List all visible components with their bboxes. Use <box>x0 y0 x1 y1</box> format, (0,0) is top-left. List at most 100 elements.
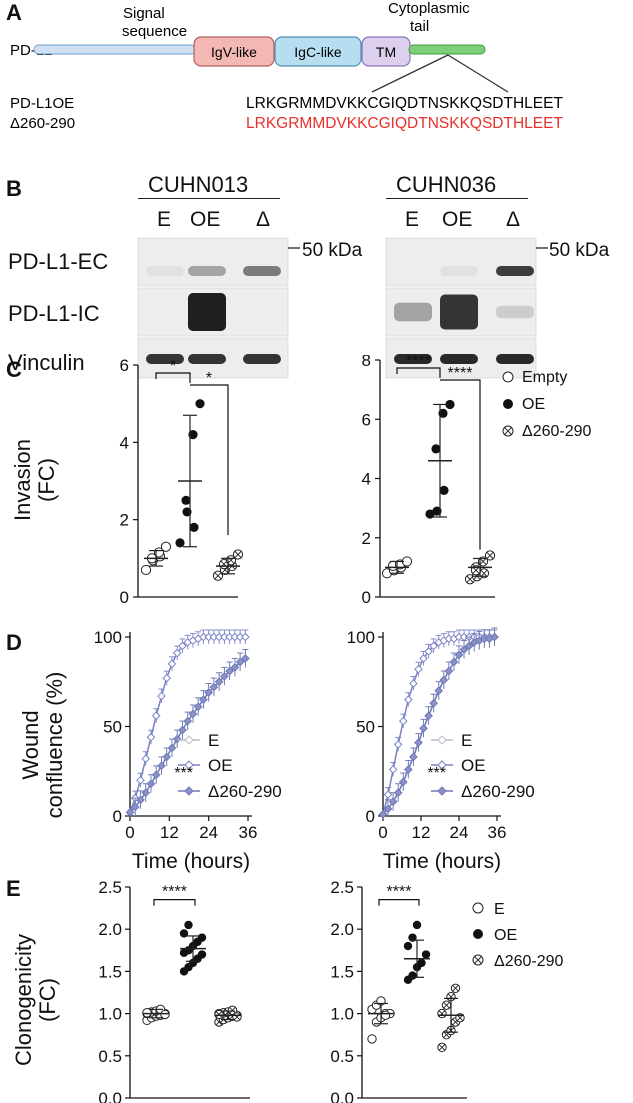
series-marker <box>162 673 172 683</box>
sig-label: **** <box>406 355 431 370</box>
series-marker <box>199 695 208 704</box>
series-marker <box>241 632 250 642</box>
x-tick-label: 12 <box>160 823 179 842</box>
series-marker <box>193 702 203 712</box>
data-point-open <box>472 902 484 914</box>
series-marker <box>424 647 433 656</box>
cytoplasmic-label-2: tail <box>410 18 429 35</box>
blot-band <box>440 266 478 276</box>
series-marker <box>157 761 166 771</box>
signal-sequence-label-1: Signal <box>123 5 165 22</box>
series-marker <box>414 664 423 674</box>
data-point-filled <box>421 950 431 959</box>
y-tick-label: 0.5 <box>330 1047 354 1066</box>
series-marker <box>454 650 464 660</box>
lane-e-1: E <box>157 208 172 231</box>
series-marker <box>146 779 156 789</box>
data-point-open <box>380 1010 391 1020</box>
sig-bracket <box>155 372 191 383</box>
legend-label-d: Δ260-290 <box>461 782 535 801</box>
y-tick-label: 0.5 <box>98 1047 122 1066</box>
blot-band <box>188 354 226 364</box>
legend-label-e: Δ260-290 <box>494 953 564 970</box>
x-tick-label: 24 <box>450 823 469 842</box>
y-tick-label: 8 <box>362 355 371 370</box>
series-marker <box>151 711 161 721</box>
y-axis-label-d: Wound <box>18 710 43 779</box>
data-point-filled <box>503 399 513 409</box>
sig-bracket <box>190 384 229 536</box>
series-marker <box>183 716 192 726</box>
data-point-open <box>160 541 172 552</box>
series-marker <box>439 675 449 685</box>
y-tick-label: 0 <box>120 588 129 605</box>
series-marker <box>178 641 187 651</box>
series-marker <box>151 770 161 780</box>
y-axis-label-c2: (FC) <box>34 458 59 502</box>
blot-band <box>243 266 281 276</box>
igc-domain <box>274 36 362 67</box>
signal-sequence-label-2: sequence <box>122 23 187 40</box>
series-marker <box>419 723 428 733</box>
y-tick-label: 0 <box>366 807 375 826</box>
series-marker <box>204 688 213 697</box>
series-marker <box>241 654 250 663</box>
series-marker <box>162 752 172 762</box>
y-axis-label-e2: (FC) <box>35 978 60 1022</box>
series-marker <box>136 795 145 805</box>
blot-background <box>137 237 289 287</box>
y-tick-label: 2.0 <box>330 920 354 939</box>
sig-bracket <box>396 367 441 378</box>
series-marker <box>404 765 413 774</box>
data-point-open <box>142 1008 152 1018</box>
blot-band <box>496 354 534 364</box>
y-tick-label: 1.0 <box>98 1005 122 1024</box>
y-tick-label: 6 <box>120 356 129 375</box>
sig-bracket <box>378 899 420 906</box>
series-marker <box>172 734 182 744</box>
series-marker <box>393 740 403 749</box>
legend-marker <box>437 760 447 770</box>
legend-marker <box>184 786 194 796</box>
series-marker <box>388 797 398 806</box>
series-marker <box>419 654 428 663</box>
data-point-cross-line <box>234 550 242 559</box>
y-tick-label: 2.0 <box>98 920 122 939</box>
series-marker <box>141 788 151 798</box>
x-tick-label: 12 <box>412 823 431 842</box>
series-marker <box>141 754 151 764</box>
series-marker <box>188 709 198 719</box>
blot-band <box>243 354 281 364</box>
series-marker <box>398 716 408 726</box>
blot-band <box>394 302 432 322</box>
blot-images <box>137 237 548 379</box>
data-point-filled <box>445 399 455 410</box>
series-marker <box>444 666 454 676</box>
sig-label-d: *** <box>427 765 446 782</box>
series-marker <box>459 645 469 654</box>
blot-band <box>188 293 226 331</box>
igv-domain <box>193 36 275 67</box>
series-marker <box>464 641 474 651</box>
oe-row-label: PD-L1OE <box>10 95 74 112</box>
row-label-pdl1-ec: PD-L1-EC <box>8 249 109 274</box>
data-point-open <box>367 1034 377 1044</box>
panel-label-e: E <box>6 876 21 901</box>
data-point-filled <box>431 444 441 454</box>
series-marker <box>220 672 229 681</box>
tm-label: TM <box>376 44 396 60</box>
data-point-cross-line <box>474 956 482 964</box>
data-point-filled <box>182 507 192 517</box>
sig-bracket <box>153 899 196 906</box>
series-marker <box>235 657 245 667</box>
panel-e-clonogenicity: Clonogenicity (FC) 0.0 0.5 1.0 1.5 2.0 2.5 **** 0… <box>11 880 564 1103</box>
panel-label-a: A <box>6 0 22 25</box>
x-tick-label: 0 <box>378 823 387 842</box>
series-marker <box>136 775 145 785</box>
series-marker <box>157 691 166 701</box>
data-point-filled <box>189 522 199 532</box>
series-marker <box>214 677 224 687</box>
blot-band <box>496 305 534 319</box>
series-marker <box>409 679 418 688</box>
y-tick-label: 1.5 <box>330 962 354 981</box>
